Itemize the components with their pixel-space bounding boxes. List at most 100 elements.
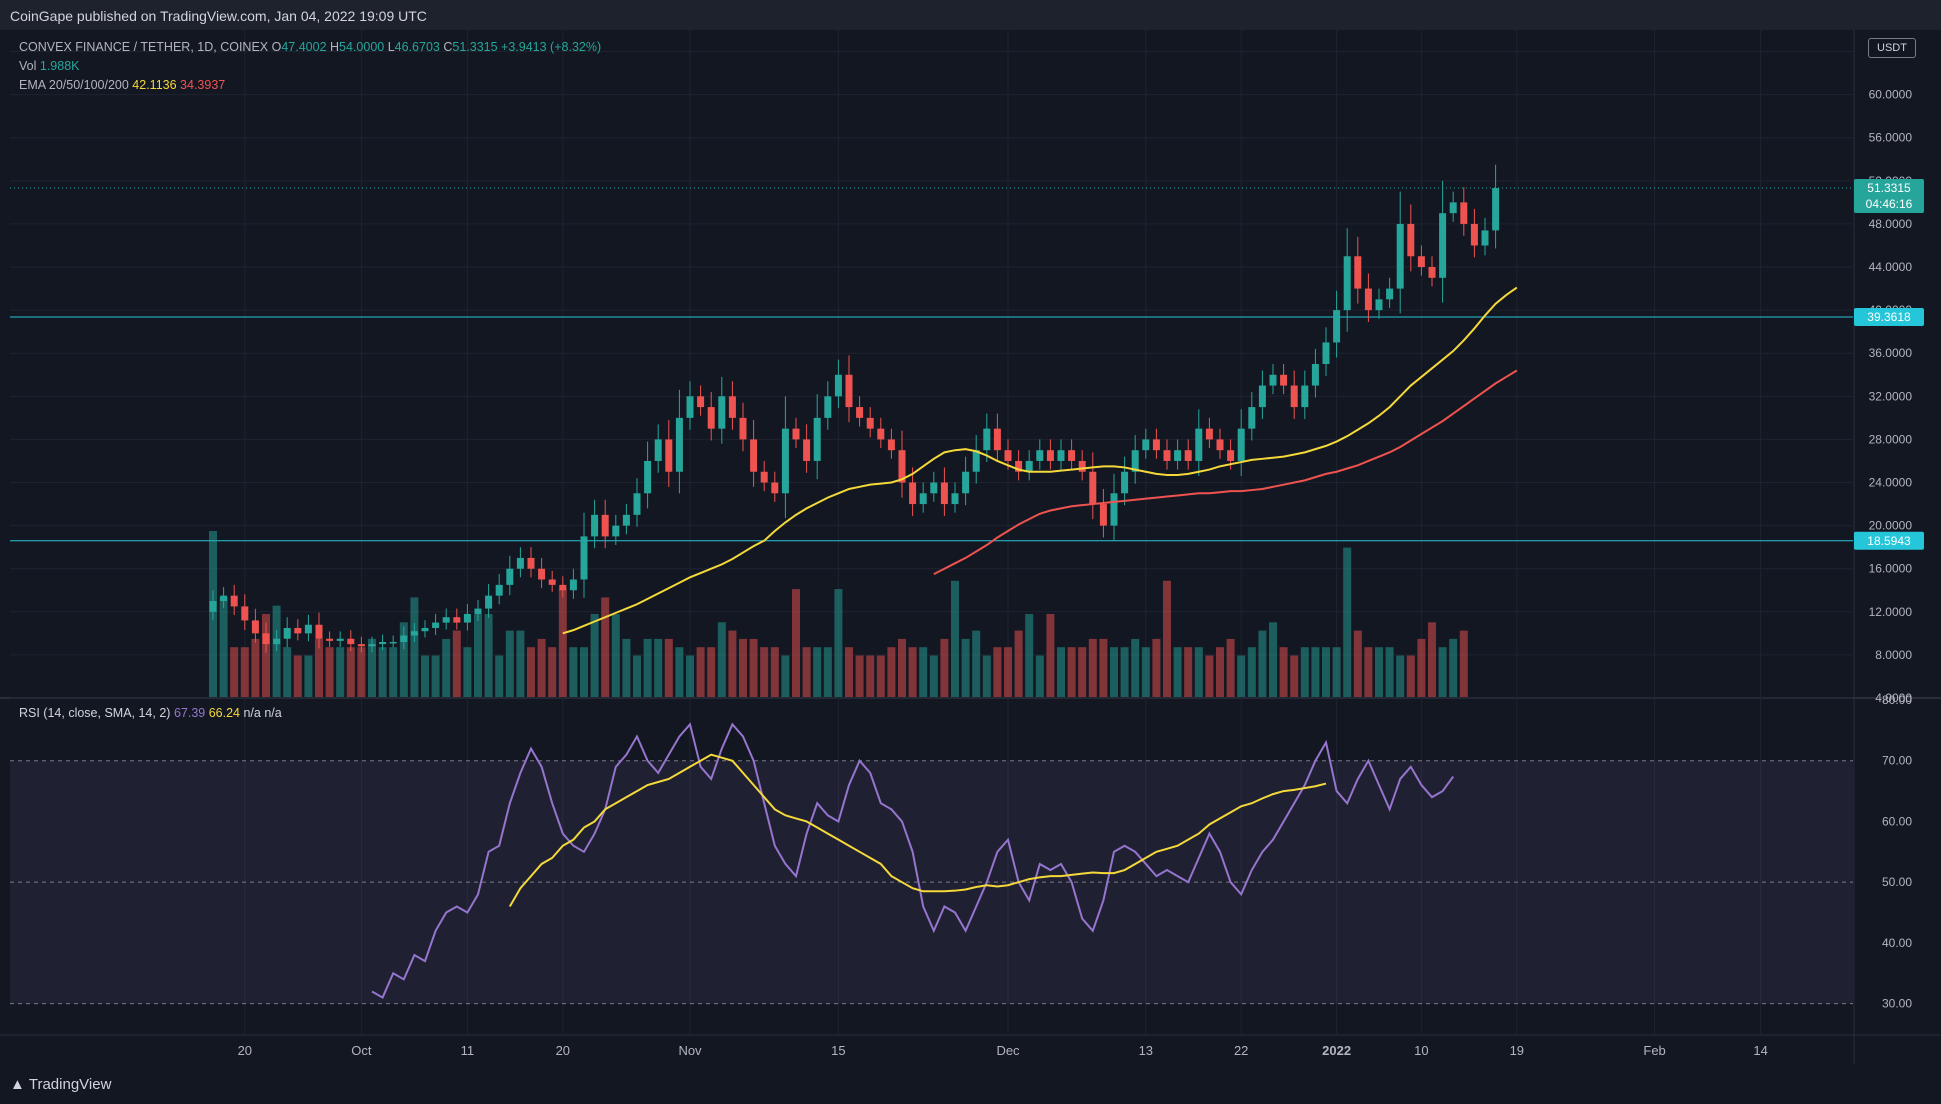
volume-bar bbox=[792, 589, 800, 697]
volume-bar bbox=[357, 647, 366, 697]
candle-body bbox=[834, 374, 842, 397]
candle-body bbox=[856, 407, 864, 418]
x-tick-label: 2022 bbox=[1322, 1043, 1351, 1058]
tradingview-logo-icon: ▲ bbox=[10, 1076, 25, 1093]
volume-bar bbox=[951, 580, 959, 697]
x-tick-label: Dec bbox=[996, 1043, 1020, 1058]
volume-bar bbox=[590, 614, 599, 697]
candle-body bbox=[1004, 450, 1012, 461]
candle-body bbox=[707, 407, 715, 429]
publisher-text: CoinGape published on TradingView.com, J… bbox=[10, 8, 427, 24]
candle-body bbox=[877, 428, 885, 440]
y-tick-label: 12.0000 bbox=[1869, 605, 1913, 619]
close-label: C bbox=[443, 40, 453, 54]
candle-body bbox=[1015, 460, 1023, 472]
candle-body bbox=[347, 638, 355, 645]
grid-lines bbox=[0, 30, 1941, 1064]
volume-bar bbox=[1375, 647, 1383, 697]
candle-body bbox=[601, 514, 609, 537]
x-tick-label: 10 bbox=[1414, 1043, 1428, 1058]
candle-body bbox=[983, 428, 991, 451]
candle-body bbox=[506, 568, 514, 585]
candle-body bbox=[1046, 450, 1054, 461]
volume-bar bbox=[940, 638, 949, 697]
rsi-y-tick-label: 70.00 bbox=[1882, 754, 1912, 768]
candle-body bbox=[442, 617, 450, 623]
tradingview-logo[interactable]: ▲ TradingView bbox=[10, 1076, 111, 1093]
volume-bars bbox=[209, 531, 1468, 697]
candle-body bbox=[1131, 450, 1139, 472]
candle-body bbox=[781, 428, 789, 494]
candle-body bbox=[1110, 493, 1118, 526]
ema-value-1: 42.1136 bbox=[132, 78, 177, 92]
x-tick-label: 22 bbox=[1234, 1043, 1248, 1058]
candle-body bbox=[400, 635, 408, 642]
volume-bar bbox=[1428, 622, 1436, 697]
countdown-label-text: 04:46:16 bbox=[1866, 197, 1913, 211]
volume-bar bbox=[1311, 647, 1320, 697]
volume-bar bbox=[1237, 655, 1246, 697]
candle-body bbox=[1386, 288, 1394, 300]
x-tick-label: 20 bbox=[556, 1043, 570, 1058]
candle-body bbox=[909, 482, 917, 505]
candle-body bbox=[1142, 439, 1150, 451]
volume-bar bbox=[325, 647, 334, 697]
candle-body bbox=[1089, 471, 1097, 505]
candle-body bbox=[230, 595, 238, 607]
candle-body bbox=[1470, 223, 1478, 246]
candle-body bbox=[1481, 230, 1489, 246]
candle-body bbox=[463, 613, 471, 623]
candle-body bbox=[1227, 450, 1235, 461]
volume-bar bbox=[1067, 647, 1076, 697]
volume-bar bbox=[1205, 655, 1214, 697]
main-legend: CONVEX FINANCE / TETHER, 1D, COINEX O47.… bbox=[19, 38, 601, 95]
candle-body bbox=[866, 417, 874, 429]
candle-body bbox=[495, 584, 503, 596]
candle-body bbox=[697, 396, 705, 408]
candle-body bbox=[251, 620, 259, 634]
volume-bar bbox=[495, 655, 504, 697]
x-tick-label: 15 bbox=[831, 1043, 845, 1058]
y-tick-label: 8.0000 bbox=[1875, 648, 1912, 662]
candle-body bbox=[1428, 267, 1436, 278]
ema-label: EMA 20/50/100/200 bbox=[19, 78, 129, 92]
candle-body bbox=[1407, 223, 1415, 257]
open-label: O bbox=[271, 40, 282, 54]
volume-bar bbox=[315, 638, 323, 697]
price-label-text: 51.3315 bbox=[1867, 181, 1911, 195]
x-tick-label: 13 bbox=[1139, 1043, 1153, 1058]
candle-body bbox=[569, 579, 577, 591]
candle-body bbox=[474, 608, 482, 614]
candle-body bbox=[273, 638, 281, 645]
candle-body bbox=[283, 627, 291, 639]
candle-body bbox=[1396, 223, 1404, 289]
candles bbox=[209, 164, 1500, 653]
volume-bar bbox=[1088, 638, 1097, 697]
candle-body bbox=[453, 617, 461, 623]
volume-bar bbox=[866, 655, 875, 697]
volume-bar bbox=[760, 647, 769, 697]
candle-body bbox=[357, 644, 365, 647]
low-label: L bbox=[387, 40, 395, 54]
rsi-y-tick-label: 80.00 bbox=[1882, 693, 1912, 707]
rsi-ma-line bbox=[508, 753, 1327, 907]
volume-bar bbox=[1406, 655, 1415, 697]
volume-bar bbox=[410, 597, 419, 697]
volume-bar bbox=[887, 647, 896, 697]
candle-body bbox=[1311, 364, 1319, 386]
volume-bar bbox=[1353, 630, 1362, 697]
candle-body bbox=[1354, 256, 1362, 289]
x-tick-label: Nov bbox=[678, 1043, 702, 1058]
candle-body bbox=[760, 471, 768, 483]
volume-bar bbox=[1449, 638, 1458, 697]
currency-badge[interactable]: USDT bbox=[1868, 38, 1916, 58]
volume-bar bbox=[770, 647, 779, 697]
volume-bar bbox=[1057, 647, 1065, 697]
volume-bar bbox=[442, 638, 451, 697]
candle-body bbox=[887, 439, 895, 451]
volume-bar bbox=[1163, 580, 1171, 697]
volume-bar bbox=[1247, 647, 1256, 697]
y-tick-label: 56.0000 bbox=[1869, 131, 1913, 145]
candle-body bbox=[771, 482, 779, 494]
